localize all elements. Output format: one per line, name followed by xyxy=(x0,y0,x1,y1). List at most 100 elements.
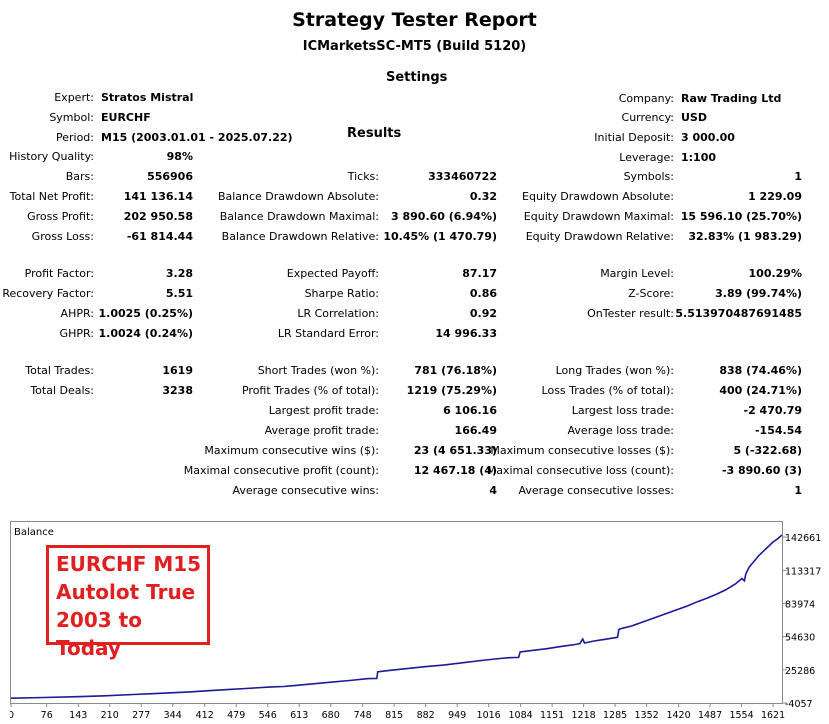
max-cons-wins-label: Maximum consecutive wins ($): xyxy=(204,444,379,457)
ghpr-label: GHPR: xyxy=(59,327,94,340)
expected-payoff-value: 87.17 xyxy=(462,267,497,280)
x-tick-label: 1487 xyxy=(698,710,722,721)
largest-loss-value: -2 470.79 xyxy=(743,404,803,417)
largest-profit-value: 6 106.16 xyxy=(443,404,497,417)
x-tick-label: 344 xyxy=(164,710,182,721)
recovery-factor-value: 5.51 xyxy=(165,287,193,300)
currency-label: Currency: xyxy=(621,111,674,124)
total-net-profit-label: Total Net Profit: xyxy=(9,190,94,203)
equity-dd-rel-label: Equity Drawdown Relative: xyxy=(525,230,674,243)
x-tick-label: 1621 xyxy=(761,710,785,721)
x-tick-label: 546 xyxy=(259,710,277,721)
gross-loss-label: Gross Loss: xyxy=(31,230,94,243)
ontester-label: OnTester result: xyxy=(587,307,674,320)
balance-dd-abs-label: Balance Drawdown Absolute: xyxy=(217,190,379,203)
average-loss-label: Average loss trade: xyxy=(567,424,674,437)
max-cons-loss-label: Maximal consecutive loss (count): xyxy=(486,464,674,477)
max-cons-loss-value: -3 890.60 (3) xyxy=(721,464,802,477)
loss-trades-label: Loss Trades (% of total): xyxy=(541,384,674,397)
x-tick-label: 1084 xyxy=(509,710,533,721)
x-tick-label: 479 xyxy=(227,710,245,721)
lr-correlation-value: 0.92 xyxy=(469,307,497,320)
x-tick-label: 210 xyxy=(101,710,119,721)
average-profit-value: 166.49 xyxy=(454,424,497,437)
x-tick-label: 412 xyxy=(196,710,214,721)
x-tick-label: 815 xyxy=(385,710,403,721)
total-deals-value: 3238 xyxy=(162,384,193,397)
period-label: Period: xyxy=(55,131,94,144)
initial-deposit-label: Initial Deposit: xyxy=(594,131,674,144)
total-net-profit-value: 141 136.14 xyxy=(123,190,193,203)
max-cons-profit-label: Maximal consecutive profit (count): xyxy=(183,464,379,477)
x-tick-label: 680 xyxy=(322,710,340,721)
recovery-factor-label: Recovery Factor: xyxy=(2,287,94,300)
total-trades-label: Total Trades: xyxy=(25,364,94,377)
largest-loss-label: Largest loss trade: xyxy=(571,404,674,417)
x-tick-label: 0 xyxy=(10,710,14,721)
avg-cons-wins-value: 4 xyxy=(489,484,497,497)
ticks-value: 333460722 xyxy=(428,170,497,183)
balance-dd-rel-value: 10.45% (1 470.79) xyxy=(383,230,497,243)
history-quality-label: History Quality: xyxy=(9,150,94,163)
x-tick-label: 1218 xyxy=(572,710,596,721)
expected-payoff-label: Expected Payoff: xyxy=(286,267,379,280)
balance-dd-abs-value: 0.32 xyxy=(469,190,497,203)
gross-profit-label: Gross Profit: xyxy=(27,210,94,223)
expert-value: Stratos Mistral xyxy=(101,91,194,104)
long-trades-value: 838 (74.46%) xyxy=(719,364,802,377)
annotation-box: EURCHF M15 Autolot True 2003 to Today xyxy=(46,545,210,660)
x-tick-label: 277 xyxy=(132,710,150,721)
y-tick-label: 25286 xyxy=(785,666,815,677)
ontester-value: 5.513970487691485 xyxy=(675,307,802,320)
balance-line xyxy=(10,534,783,699)
y-tick-label: 83974 xyxy=(785,599,815,610)
expert-label: Expert: xyxy=(54,91,94,104)
ghpr-value: 1.0024 (0.24%) xyxy=(98,327,194,340)
loss-trades-value: 400 (24.71%) xyxy=(719,384,802,397)
leverage-label: Leverage: xyxy=(619,151,674,164)
avg-cons-losses-value: 1 xyxy=(794,484,802,497)
bars-value: 556906 xyxy=(147,170,193,183)
margin-level-label: Margin Level: xyxy=(600,267,674,280)
period-value: M15 (2003.01.01 - 2025.07.22) xyxy=(101,131,293,144)
z-score-value: 3.89 (99.74%) xyxy=(715,287,802,300)
balance-dd-max-label: Balance Drawdown Maximal: xyxy=(219,210,379,223)
profit-factor-value: 3.28 xyxy=(165,267,193,280)
lr-std-error-value: 14 996.33 xyxy=(435,327,497,340)
lr-std-error-label: LR Standard Error: xyxy=(277,327,379,340)
avg-cons-losses-label: Average consecutive losses: xyxy=(518,484,674,497)
y-tick-label: 113317 xyxy=(785,566,821,577)
leverage-value: 1:100 xyxy=(681,151,717,164)
equity-dd-max-value: 15 596.10 (25.70%) xyxy=(680,210,802,223)
x-tick-label: 748 xyxy=(354,710,372,721)
max-cons-losses-label: Maximum consecutive losses ($): xyxy=(490,444,674,457)
ahpr-value: 1.0025 (0.25%) xyxy=(98,307,194,320)
y-tick-label: 142661 xyxy=(785,533,821,544)
x-tick-label: 1151 xyxy=(540,710,564,721)
profit-trades-label: Profit Trades (% of total): xyxy=(241,384,379,397)
equity-dd-abs-value: 1 229.09 xyxy=(748,190,802,203)
symbol-value: EURCHF xyxy=(101,111,151,124)
z-score-label: Z-Score: xyxy=(628,287,674,300)
profit-factor-label: Profit Factor: xyxy=(24,267,94,280)
x-tick-label: 1554 xyxy=(729,710,753,721)
balance-chart: Balance 142661 113317 83974 54630 25286 -4057… xyxy=(10,521,829,724)
max-cons-losses-value: 5 (-322.68) xyxy=(733,444,802,457)
currency-value: USD xyxy=(681,111,707,124)
x-tick-label: 1352 xyxy=(635,710,659,721)
x-tick-label: 76 xyxy=(41,710,53,721)
annotation-line-2: Autolot True xyxy=(56,580,196,604)
max-cons-wins-value: 23 (4 651.33) xyxy=(413,444,497,457)
equity-dd-rel-value: 32.83% (1 983.29) xyxy=(688,230,802,243)
max-cons-profit-value: 12 467.18 (4) xyxy=(413,464,497,477)
balance-dd-rel-label: Balance Drawdown Relative: xyxy=(221,230,379,243)
annotation-line-1: EURCHF M15 xyxy=(56,552,202,576)
annotation-line-3: 2003 to Today xyxy=(56,608,142,660)
average-loss-value: -154.54 xyxy=(754,424,802,437)
history-quality-value: 98% xyxy=(166,150,193,163)
avg-cons-wins-label: Average consecutive wins: xyxy=(232,484,379,497)
y-tick-label: 54630 xyxy=(785,633,815,644)
average-profit-label: Average profit trade: xyxy=(264,424,379,437)
symbol-label: Symbol: xyxy=(49,111,94,124)
x-tick-label: 949 xyxy=(448,710,466,721)
